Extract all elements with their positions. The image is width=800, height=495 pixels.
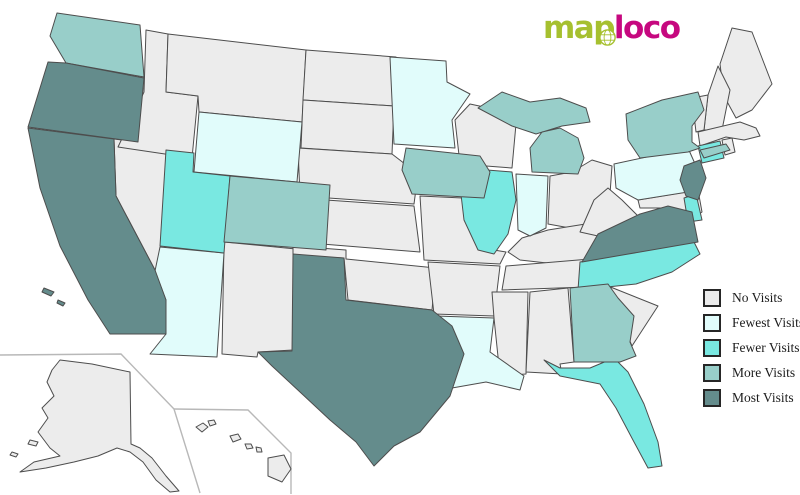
state-indiana[interactable]: [515, 173, 549, 237]
legend-item-fewer-visits: Fewer Visits: [703, 339, 800, 357]
state-hawaii[interactable]: [195, 419, 292, 483]
legend: No Visits Fewest Visits Fewer Visits Mor…: [703, 289, 800, 407]
legend-item-most-visits: Most Visits: [703, 389, 800, 407]
legend-swatch-more-visits: [703, 364, 721, 382]
legend-swatch-fewest-visits: [703, 314, 721, 332]
state-georgia[interactable]: [569, 283, 637, 363]
state-new-mexico[interactable]: [221, 241, 297, 358]
maploco-logo[interactable]: map loco: [543, 9, 681, 46]
state-florida[interactable]: [543, 357, 663, 469]
alaska-inset-border: [0, 353, 201, 494]
state-kansas[interactable]: [321, 199, 421, 253]
legend-swatch-no-visits: [703, 289, 721, 307]
legend-label: Fewer Visits: [732, 340, 800, 355]
logo-text-loco: loco: [613, 9, 681, 46]
state-south-dakota[interactable]: [300, 99, 395, 155]
legend-label: No Visits: [732, 290, 783, 305]
state-maine[interactable]: [719, 27, 773, 119]
state-new-york[interactable]: [625, 91, 731, 159]
legend-label: Most Visits: [732, 390, 794, 405]
state-texas[interactable]: [257, 253, 465, 467]
logo-text-map: map: [543, 9, 615, 46]
legend-swatch-fewer-visits: [703, 339, 721, 357]
state-alaska[interactable]: [9, 359, 180, 493]
state-north-dakota[interactable]: [302, 49, 397, 107]
legend-swatch-most-visits: [703, 389, 721, 407]
state-california[interactable]: [27, 127, 167, 335]
state-new-jersey[interactable]: [679, 159, 707, 201]
state-alabama[interactable]: [525, 287, 575, 375]
state-oregon[interactable]: [27, 61, 145, 143]
state-colorado[interactable]: [223, 175, 331, 251]
state-arkansas[interactable]: [427, 261, 501, 317]
state-iowa[interactable]: [401, 147, 491, 199]
hawaii-inset-border: [173, 408, 292, 494]
legend-label: More Visits: [732, 365, 796, 380]
legend-label: Fewest Visits: [732, 315, 800, 330]
state-wyoming[interactable]: [193, 111, 303, 183]
legend-item-fewest-visits: Fewest Visits: [703, 314, 800, 332]
state-virginia[interactable]: [581, 205, 699, 263]
state-michigan[interactable]: [477, 91, 591, 175]
legend-item-more-visits: More Visits: [703, 364, 800, 382]
state-minnesota[interactable]: [389, 56, 471, 149]
legend-item-no-visits: No Visits: [703, 289, 800, 307]
